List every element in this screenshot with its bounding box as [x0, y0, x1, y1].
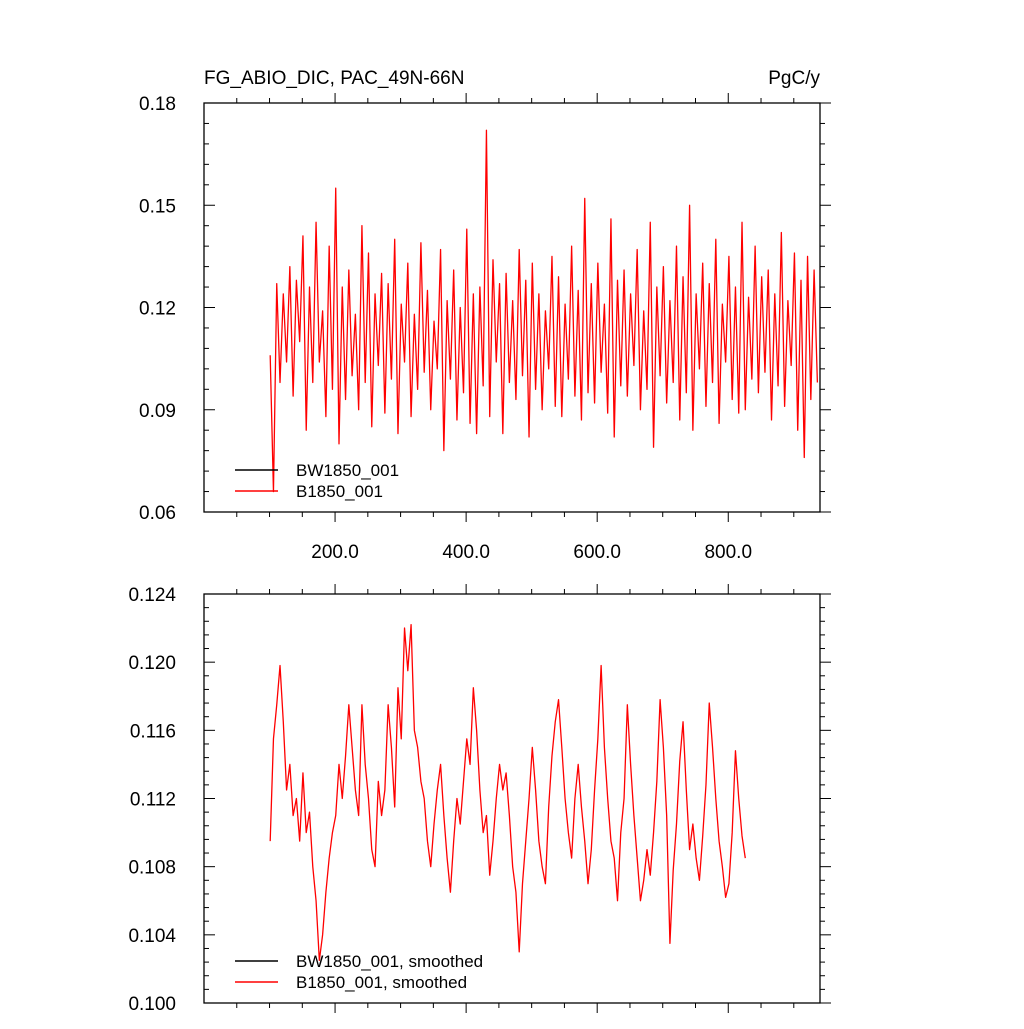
- x-tick-label: 600.0: [573, 542, 621, 563]
- panel-top-legend: BW1850_001 B1850_001: [235, 461, 399, 501]
- panel-top-series: [269, 129, 819, 493]
- legend-label-b1850: B1850_001: [296, 482, 383, 501]
- y-tick-label: 0.09: [139, 401, 176, 422]
- x-tick-label: 200.0: [311, 542, 359, 563]
- series-line-b1850-001: [269, 129, 819, 493]
- y-tick-label: 0.18: [139, 94, 176, 115]
- panel-top-units: PgC/y: [768, 68, 820, 89]
- legend-label-bw1850-smoothed: BW1850_001, smoothed: [296, 952, 483, 971]
- y-tick-label: 0.116: [130, 721, 176, 742]
- x-tick-label: 400.0: [442, 542, 490, 563]
- legend-label-b1850-smoothed: B1850_001, smoothed: [296, 973, 467, 992]
- y-tick-label: 0.124: [128, 585, 176, 606]
- panel-top-ticks: 0.06 0.09 0.12 0.15 0.18 200.0 400.0 600.0 800.0: [139, 93, 831, 563]
- panel-top: FG_ABIO_DIC, PAC_49N-66N PgC/y 0.060.090…: [139, 68, 831, 563]
- legend-label-bw1850: BW1850_001: [296, 461, 399, 480]
- y-tick-label: 0.100: [128, 994, 176, 1015]
- panel-bottom-frame: [203, 593, 821, 1004]
- x-tick-label: 800.0: [704, 542, 752, 563]
- y-tick-label: 0.108: [128, 858, 176, 879]
- panel-bottom-ticks: 0.100 0.104 0.108 0.112 0.116 0.120 0.124: [128, 584, 831, 1015]
- panel-top-title: FG_ABIO_DIC, PAC_49N-66N: [204, 68, 464, 89]
- y-tick-label: 0.120: [128, 653, 176, 674]
- y-tick-label: 0.112: [130, 790, 176, 811]
- panel-bottom: 0.100 0.104 0.108 0.112 0.116 0.120 0.124 BW18…: [128, 584, 831, 1015]
- panel-bottom-legend: BW1850_001, smoothed B1850_001, smoothed: [235, 952, 483, 992]
- y-tick-label: 0.15: [139, 196, 176, 217]
- y-tick-label: 0.104: [128, 926, 176, 947]
- y-tick-label: 0.12: [139, 299, 176, 320]
- panel-top-frame: [203, 102, 821, 513]
- y-tick-label: 0.06: [139, 503, 176, 524]
- series-line-b1850-001-smoothed: [269, 624, 746, 962]
- panel-bottom-series: [269, 624, 746, 962]
